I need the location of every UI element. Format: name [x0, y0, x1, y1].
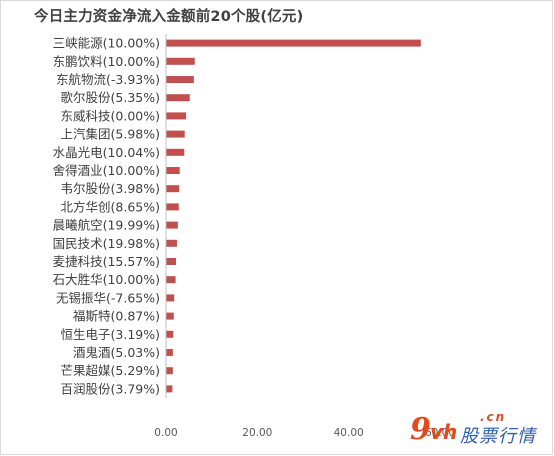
category-label: 三峡能源(10.00%): [53, 36, 160, 51]
bars: [166, 39, 421, 393]
bar: [166, 94, 190, 102]
chart-title: 今日主力资金净流入金额前20个股(亿元): [34, 9, 304, 25]
bar: [166, 112, 187, 120]
bar: [166, 57, 195, 65]
bar: [166, 167, 180, 174]
category-label: 百润股份(3.79%): [61, 381, 160, 396]
category-label: 上汽集团(5.98%): [61, 127, 160, 142]
bar: [166, 349, 173, 356]
bar: [166, 385, 173, 393]
watermark-nine: 9: [410, 412, 431, 447]
x-tick-labels: 0.00 20.00 40.00 60.00: [154, 427, 455, 439]
category-label: 酒鬼酒(5.03%): [73, 345, 160, 360]
x-tick-label: 40.00: [334, 427, 364, 439]
bar: [166, 330, 174, 338]
category-label: 国民技术(19.98%): [53, 236, 160, 251]
category-label: 麦捷科技(15.57%): [53, 254, 160, 269]
category-label: 无锡振华(-7.65%): [56, 290, 160, 305]
watermark-logo: 9 vh .cn 股票行情: [410, 410, 550, 452]
category-label: 舍得酒业(10.00%): [53, 163, 160, 178]
category-label: 恒生电子(3.19%): [61, 327, 160, 342]
category-label: 歌尔股份(5.35%): [61, 90, 160, 105]
bar: [166, 239, 177, 247]
bar: [166, 185, 180, 193]
category-label: 石大胜华(10.00%): [53, 272, 160, 287]
bar: [166, 148, 185, 156]
watermark-cn: .cn: [480, 410, 507, 424]
bar: [166, 39, 421, 47]
bar: [166, 76, 194, 83]
bar: [166, 312, 174, 320]
x-tick-label: 20.00: [242, 427, 272, 439]
category-label: 东鹏饮料(10.00%): [53, 54, 160, 69]
category-label: 芒果超媒(5.29%): [61, 363, 160, 378]
bar: [166, 367, 173, 375]
bar: [166, 203, 179, 211]
category-label: 北方华创(8.65%): [61, 199, 160, 214]
category-label: 晨曦航空(19.99%): [53, 218, 160, 233]
category-label: 水晶光电(10.04%): [53, 145, 160, 160]
bar: [166, 294, 175, 302]
x-tick-label: 0.00: [154, 427, 177, 439]
x-tick-label: 60.00: [425, 427, 455, 439]
category-labels: 三峡能源(10.00%) 东鹏饮料(10.00%) 东航物流(-3.93%) 歌尔股份…: [53, 36, 160, 397]
bar: [166, 258, 177, 265]
bar: [166, 221, 178, 229]
category-label: 东航物流(-3.93%): [56, 72, 160, 87]
category-label: 韦尔股份(3.98%): [61, 181, 160, 196]
category-label: 东威科技(0.00%): [61, 108, 160, 123]
watermark-text: 股票行情: [460, 426, 536, 447]
bar: [166, 276, 176, 284]
category-label: 福斯特(0.87%): [73, 309, 160, 324]
bar: [166, 130, 185, 138]
watermark-vh: vh: [430, 420, 458, 444]
